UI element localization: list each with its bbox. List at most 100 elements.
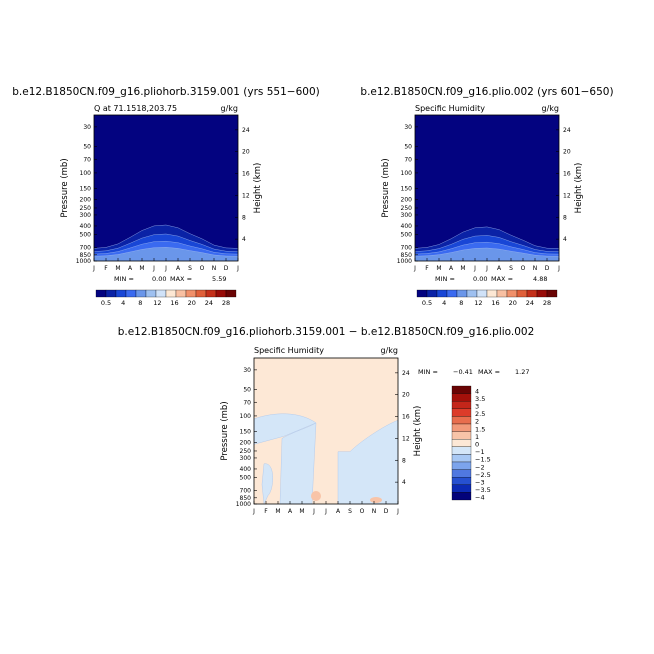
- month-tick-label: M: [299, 508, 304, 515]
- subtitle-left: Q at 71.1518,203.75: [94, 104, 177, 113]
- month-tick-label: D: [545, 265, 550, 272]
- plot-area: [415, 115, 559, 261]
- y-axis-label-left: Pressure (mb): [381, 158, 391, 217]
- colorbar-swatch: [451, 454, 472, 463]
- y-axis-label-left: Pressure (mb): [220, 401, 230, 460]
- colorbar-swatch: [155, 289, 167, 298]
- height-tick-label: 20: [242, 149, 250, 156]
- height-tick-label: 12: [242, 192, 250, 199]
- height-tick-label: 20: [563, 149, 571, 156]
- colorbar-swatch: [185, 289, 197, 298]
- pressure-tick-label: 700: [401, 244, 413, 251]
- colorbar-swatch: [446, 289, 458, 298]
- stats-max-value: 4.88: [533, 275, 547, 283]
- colorbar-label: 16: [170, 299, 178, 307]
- stats-max-value: 5.59: [212, 275, 226, 283]
- height-tick-label: 12: [402, 435, 410, 442]
- pressure-tick-label: 400: [80, 223, 92, 230]
- colorbar-swatch: [451, 401, 472, 409]
- colorbar: 0.5 4 8 12 16 20 24 28: [416, 289, 558, 307]
- pressure-tick-label: 850: [80, 252, 92, 259]
- pressure-tick-label: 300: [240, 455, 252, 462]
- contour-positive-spot-1: [311, 491, 321, 501]
- colorbar-swatch: [451, 408, 472, 417]
- height-tick-label: 16: [242, 171, 250, 178]
- pressure-tick-label: 200: [401, 196, 413, 203]
- chart-title: b.e12.B1850CN.f09_g16.pliohorb.3159.001 …: [118, 326, 535, 338]
- colorbar-swatch: [506, 289, 518, 298]
- colorbar-swatch: [451, 416, 472, 425]
- month-tick-label: A: [449, 265, 454, 272]
- colorbar-label: 3.5: [475, 395, 485, 403]
- pressure-tick-label: 1000: [397, 258, 412, 265]
- colorbar-label: 12: [474, 299, 482, 307]
- month-tick-label: J: [312, 508, 315, 515]
- pressure-tick-label: 300: [80, 212, 92, 219]
- month-tick-label: J: [252, 508, 255, 515]
- month-tick-label: J: [485, 265, 488, 272]
- colorbar-label: 2.5: [475, 410, 485, 418]
- colorbar-label: 28: [222, 299, 230, 307]
- month-tick-label: S: [188, 265, 192, 272]
- height-tick-label: 16: [563, 171, 571, 178]
- colorbar-label: 24: [205, 299, 213, 307]
- colorbar-label: 0: [475, 441, 479, 449]
- contour-negative-region-4: [337, 420, 398, 504]
- pressure-tick-label: 30: [243, 367, 251, 374]
- month-tick-label: J: [236, 265, 239, 272]
- y-axis-label-right: Height (km): [413, 406, 423, 457]
- pressure-tick-label: 300: [401, 212, 413, 219]
- pressure-tick-label: 250: [240, 448, 252, 455]
- month-tick-label: J: [396, 508, 399, 515]
- month-tick-label: F: [264, 508, 268, 515]
- colorbar-label: 24: [526, 299, 534, 307]
- month-tick-label: S: [348, 508, 352, 515]
- height-tick-label: 12: [563, 192, 571, 199]
- colorbar-swatch: [466, 289, 478, 298]
- colorbar-swatch: [451, 484, 472, 493]
- y-axis-label-right: Height (km): [574, 163, 584, 214]
- pressure-tick-label: 150: [401, 185, 413, 192]
- pressure-tick-label: 100: [240, 413, 252, 420]
- stats-min-value: −0.41: [453, 368, 473, 376]
- height-tick-label: 4: [242, 236, 246, 243]
- month-tick-label: J: [324, 508, 327, 515]
- colorbar-label: −3: [475, 479, 485, 487]
- colorbar-label: 1: [475, 433, 479, 441]
- colorbar-swatch: [105, 289, 117, 298]
- pressure-tick-label: 700: [240, 487, 252, 494]
- pressure-tick-label: 30: [404, 124, 412, 131]
- colorbar-label: −3.5: [475, 486, 491, 494]
- stats-min-label: MIN =: [435, 275, 455, 283]
- height-tick-label: 4: [563, 236, 567, 243]
- colorbar-swatch: [225, 289, 237, 298]
- colorbar-label: 3: [475, 403, 479, 411]
- colorbar-swatch: [476, 289, 488, 298]
- stats-max-label: MAX =: [170, 275, 192, 283]
- contour-negative-region-2: [279, 422, 317, 504]
- colorbar-swatch: [195, 289, 207, 298]
- stats-max-value: 1.27: [515, 368, 529, 376]
- colorbar-swatch: [165, 289, 177, 298]
- pressure-tick-label: 50: [243, 386, 251, 393]
- month-tick-label: O: [360, 508, 365, 515]
- month-tick-label: D: [224, 265, 229, 272]
- month-tick-label: A: [497, 265, 502, 272]
- plot-area: [94, 115, 238, 261]
- colorbar: 43.532.521.510−1−1.5−2−2.5−3−3.5−4: [451, 385, 491, 502]
- pressure-tick-label: 100: [401, 170, 413, 177]
- subtitle-left: Specific Humidity: [254, 346, 324, 355]
- colorbar-swatch: [175, 289, 187, 298]
- y-axis-label-right: Height (km): [253, 163, 263, 214]
- month-tick-label: J: [473, 265, 476, 272]
- month-tick-label: M: [460, 265, 465, 272]
- colorbar-swatch: [546, 289, 558, 298]
- pressure-tick-label: 200: [240, 439, 252, 446]
- month-tick-label: O: [200, 265, 205, 272]
- pressure-tick-label: 250: [80, 205, 92, 212]
- pressure-tick-label: 700: [80, 244, 92, 251]
- height-tick-label: 8: [563, 214, 567, 221]
- pressure-tick-label: 850: [401, 252, 413, 259]
- colorbar-label: 20: [509, 299, 517, 307]
